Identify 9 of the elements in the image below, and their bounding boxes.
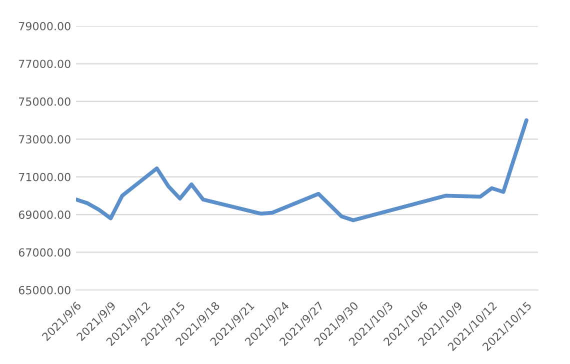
- y-tick-label: 75000.00: [19, 97, 70, 106]
- line-series: [76, 118, 528, 222]
- y-tick-label: 69000.00: [18, 210, 70, 219]
- y-tick-label: 77000.00: [19, 60, 70, 68]
- y-tick-label: 73000.00: [19, 135, 70, 144]
- y-tick-label: 67000.00: [18, 248, 70, 257]
- y-tick-label: 71000.00: [19, 172, 70, 182]
- y-tick-label: 65000.00: [18, 286, 70, 294]
- y-tick-label: 79000.00: [19, 22, 70, 30]
